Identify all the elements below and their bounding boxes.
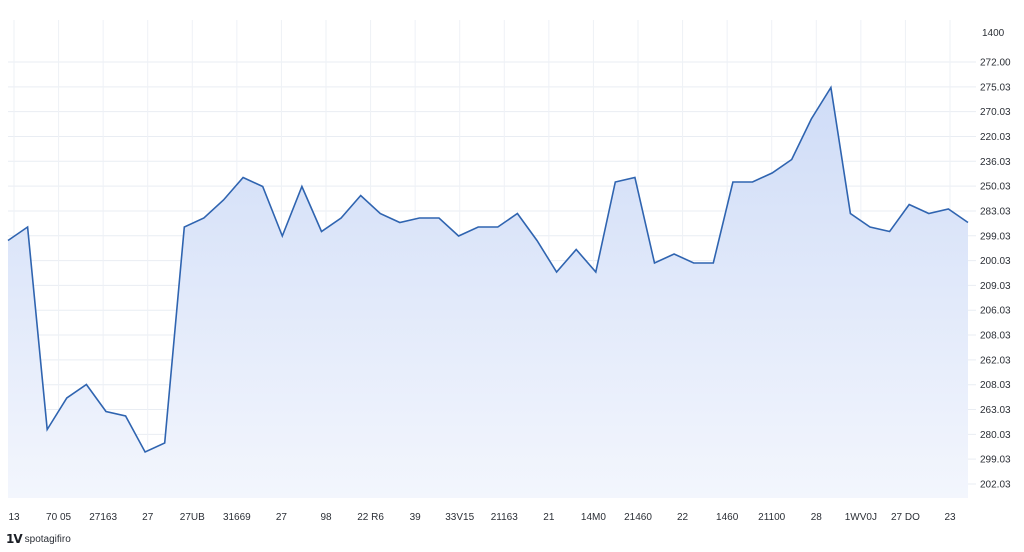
y-tick-label: 236.03: [980, 157, 1011, 168]
y-tick-label: 283.03: [980, 206, 1011, 217]
y-axis-tick-labels: 272.00 275.03 270.03 220.03 236.03 250.03 283.…: [980, 58, 1011, 491]
x-tick-label: 27: [276, 512, 288, 523]
y-tick-label: 208.03: [980, 380, 1011, 391]
x-tick-label: 13: [8, 512, 20, 523]
watermark: 1V spotagifiro: [6, 532, 71, 546]
x-tick-label: 27UB: [180, 512, 205, 523]
x-tick-label: 21460: [624, 512, 652, 523]
x-tick-label: 27163: [89, 512, 117, 523]
series-area-fill: [8, 87, 968, 498]
y-tick-label: 206.03: [980, 306, 1011, 317]
x-tick-label: 21100: [758, 512, 786, 523]
x-axis-tick-labels: 13 70 05 27163 27 27UB 31669 27 98 22 R6 39 33V15 2…: [8, 512, 956, 523]
y-tick-label: 208.03: [980, 331, 1011, 342]
x-tick-label: 98: [320, 512, 332, 523]
x-tick-label: 22 R6: [357, 512, 384, 523]
watermark-text: spotagifiro: [24, 533, 71, 545]
y-tick-label: 299.03: [980, 455, 1011, 466]
x-tick-label: 22: [677, 512, 689, 523]
x-tick-label: 39: [410, 512, 422, 523]
y-tick-label: 275.03: [980, 82, 1011, 93]
y-tick-label: 250.03: [980, 182, 1011, 193]
x-tick-label: 23: [944, 512, 956, 523]
x-tick-label: 1460: [716, 512, 739, 523]
series-line: [7, 85, 969, 454]
y-tick-label: 262.03: [980, 355, 1011, 366]
x-tick-label: 27 DO: [891, 512, 920, 523]
x-tick-label: 28: [811, 512, 823, 523]
y-tick-label: 220.03: [980, 132, 1011, 143]
y-axis-header: 1400: [982, 28, 1005, 39]
x-tick-label: 21163: [491, 512, 519, 523]
x-tick-label: 14M0: [581, 512, 606, 523]
y-tick-label: 272.00: [980, 58, 1011, 69]
y-tick-label: 209.03: [980, 281, 1011, 292]
x-tick-label: 21: [543, 512, 555, 523]
y-tick-label: 299.03: [980, 231, 1011, 242]
brand-logo-icon: 1V: [6, 532, 23, 546]
x-tick-label: 70 05: [46, 512, 71, 523]
x-tick-label: 31669: [223, 512, 251, 523]
y-tick-label: 280.03: [980, 430, 1011, 441]
y-tick-label: 200.03: [980, 256, 1011, 267]
y-tick-label: 202.03: [980, 480, 1011, 491]
x-tick-label: 1WV0J: [845, 512, 877, 523]
y-tick-label: 263.03: [980, 405, 1011, 416]
x-tick-label: 33V15: [445, 512, 474, 523]
x-tick-label: 27: [142, 512, 154, 523]
y-tick-label: 270.03: [980, 107, 1011, 118]
